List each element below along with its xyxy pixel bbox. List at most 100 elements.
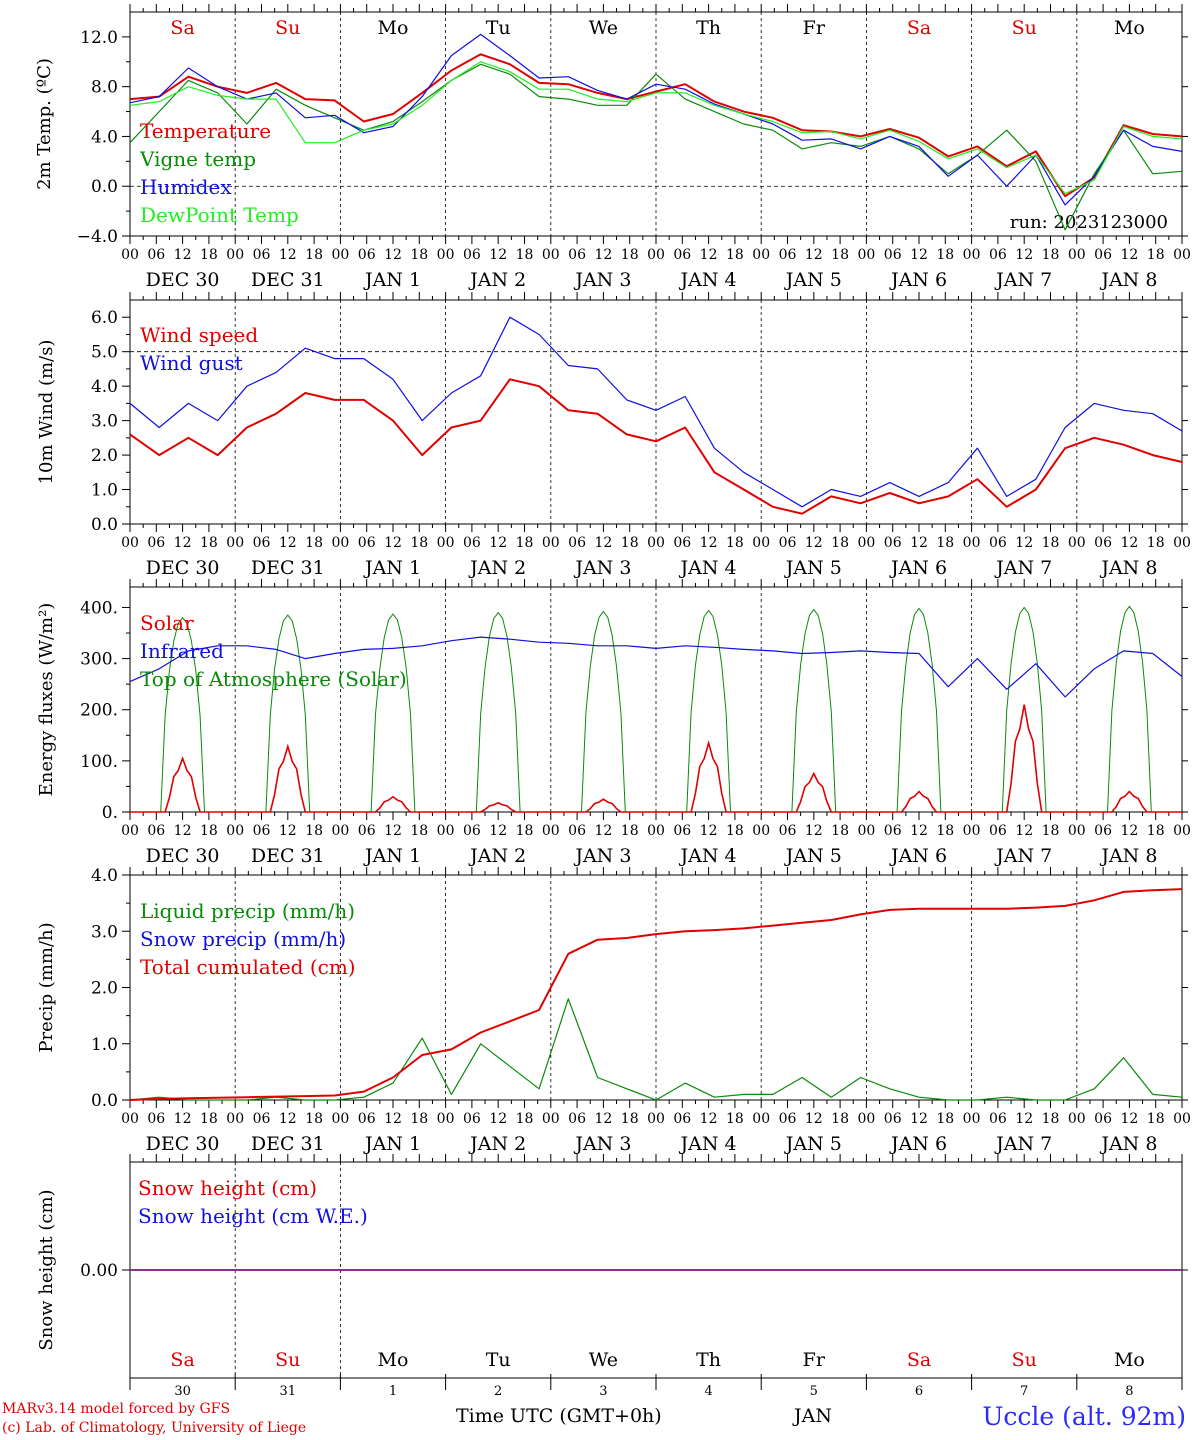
toa-solar-day-curve (340, 613, 446, 813)
hour-label: 12 (489, 823, 507, 839)
hour-label: 00 (857, 535, 875, 551)
hour-label: 00 (226, 247, 244, 263)
y-tick-label: 12.0 (80, 28, 118, 48)
hour-label: 06 (1094, 1111, 1112, 1127)
y-axis-label: 2m Temp. (ºC) (34, 58, 55, 190)
hour-label: 00 (331, 823, 349, 839)
toa-solar-day-curve (971, 606, 1077, 813)
hour-label: 18 (936, 1111, 954, 1127)
solar-day-curve (656, 740, 762, 813)
hour-label: 06 (779, 823, 797, 839)
day-name-label: Mo (378, 1349, 409, 1371)
hour-label: 18 (1147, 823, 1165, 839)
hour-label: 18 (410, 1111, 428, 1127)
hour-label: 18 (305, 823, 323, 839)
hour-label: 18 (936, 535, 954, 551)
series-temperature (129, 53, 1183, 198)
hour-label: 06 (568, 1111, 586, 1127)
hour-label: 18 (936, 247, 954, 263)
date-label: JAN 1 (363, 269, 421, 291)
date-label: JAN 6 (889, 269, 947, 291)
hour-label: 12 (279, 247, 297, 263)
hour-label: 12 (700, 247, 718, 263)
legend-entry: Total cumulated (cm) (140, 955, 356, 979)
hour-label: 06 (568, 823, 586, 839)
y-tick-label: 100. (80, 752, 118, 772)
hour-label: 06 (673, 823, 691, 839)
hour-label: 18 (726, 247, 744, 263)
hour-label: 06 (779, 1111, 797, 1127)
legend-entry: Wind gust (140, 351, 243, 375)
date-label: JAN 3 (573, 269, 631, 291)
day-name-label: Su (275, 17, 300, 39)
hour-label: 12 (489, 535, 507, 551)
station-label: Uccle (alt. 92m) (982, 1402, 1186, 1431)
hour-label: 00 (857, 823, 875, 839)
hour-label: 00 (121, 247, 139, 263)
hour-label: 18 (200, 823, 218, 839)
hour-label: 18 (200, 1111, 218, 1127)
hour-label: 00 (1068, 823, 1086, 839)
hour-label: 00 (437, 1111, 455, 1127)
date-label: JAN 1 (363, 845, 421, 867)
hour-label: 12 (805, 823, 823, 839)
hour-label: 00 (1068, 247, 1086, 263)
solar-day-curve (1076, 790, 1182, 813)
hour-label: 06 (147, 247, 165, 263)
hour-label: 00 (542, 247, 560, 263)
hour-label: 12 (910, 535, 928, 551)
hour-label: 18 (516, 1111, 534, 1127)
day-name-label: Tu (486, 1349, 511, 1371)
hour-label: 00 (647, 1111, 665, 1127)
y-tick-label: 3.0 (91, 922, 118, 942)
plot-frame (129, 299, 1183, 525)
y-tick-label: 8.0 (91, 78, 118, 98)
hour-label: 12 (174, 823, 192, 839)
legend-entry: DewPoint Temp (140, 203, 299, 227)
y-tick-label: 3.0 (91, 412, 118, 432)
y-axis-label: Precip (mm/h) (36, 922, 57, 1052)
day-name-label: Tu (486, 17, 511, 39)
hour-label: 18 (410, 247, 428, 263)
hour-label: 00 (542, 1111, 560, 1127)
hour-label: 18 (410, 823, 428, 839)
hour-label: 06 (673, 247, 691, 263)
toa-solar-day-curve (656, 609, 762, 813)
day-name-label: Mo (1114, 1349, 1145, 1371)
series-wind-speed (129, 378, 1183, 515)
date-label: DEC 31 (251, 845, 325, 867)
hour-label: 12 (384, 535, 402, 551)
hour-label: 18 (516, 823, 534, 839)
hour-label: 00 (1173, 247, 1191, 263)
day-name-label: Mo (1114, 17, 1145, 39)
legend-entry: Temperature (140, 119, 271, 143)
day-number-label: 4 (704, 1384, 712, 1399)
hour-label: 06 (884, 1111, 902, 1127)
date-label: DEC 31 (251, 557, 325, 579)
hour-label: 00 (437, 247, 455, 263)
hour-label: 06 (884, 823, 902, 839)
series-liquid-precip-mm-h- (129, 998, 1183, 1101)
date-label: DEC 31 (251, 269, 325, 291)
solar-day-curve (340, 795, 446, 813)
hour-label: 12 (384, 823, 402, 839)
hour-label: 06 (253, 535, 271, 551)
hour-label: 06 (358, 247, 376, 263)
hour-label: 06 (147, 535, 165, 551)
hour-label: 00 (1068, 535, 1086, 551)
hour-label: 12 (174, 247, 192, 263)
y-tick-label: 0.00 (80, 1261, 118, 1281)
hour-label: 06 (568, 247, 586, 263)
time-axis-label: Time UTC (GMT+0h) (456, 1405, 662, 1427)
hour-label: 06 (1094, 535, 1112, 551)
hour-label: 06 (779, 535, 797, 551)
legend-entry: Vigne temp (139, 147, 256, 171)
date-label: JAN 7 (994, 845, 1052, 867)
date-label: JAN 8 (1099, 1133, 1157, 1155)
hour-label: 18 (621, 535, 639, 551)
date-label: JAN 5 (784, 269, 842, 291)
y-tick-label: 1.0 (91, 481, 118, 501)
y-tick-label: 6.0 (91, 308, 118, 328)
hour-label: 18 (1042, 247, 1060, 263)
hour-label: 12 (279, 535, 297, 551)
